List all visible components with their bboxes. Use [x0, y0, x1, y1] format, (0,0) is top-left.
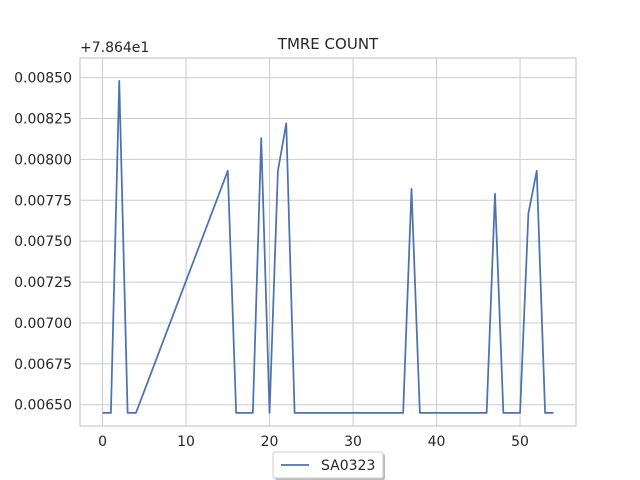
x-tick-label: 20 [261, 434, 279, 450]
y-tick-label: 0.00825 [14, 112, 72, 128]
x-tick-label: 30 [344, 434, 362, 450]
y-tick-label: 0.00850 [14, 71, 72, 87]
y-tick-label: 0.00650 [14, 398, 72, 414]
y-tick-label: 0.00700 [14, 316, 72, 332]
y-tick-label: 0.00725 [14, 275, 72, 291]
y-tick-label: 0.00675 [14, 357, 72, 373]
legend: SA0323 [272, 451, 385, 480]
legend-box [272, 451, 384, 479]
y-tick-label: 0.00800 [14, 152, 72, 168]
x-tick-label: 40 [428, 434, 446, 450]
plot-area: 0 10 20 30 40 50 0.00650 0.00675 0.00700 0.00725 0… [14, 57, 577, 450]
y-tick-label: 0.00750 [14, 234, 72, 250]
legend-label: SA0323 [321, 458, 375, 474]
x-tick-label: 0 [98, 434, 107, 450]
series-line [102, 80, 554, 414]
chart-title: TMRE COUNT [277, 35, 379, 53]
x-tick-label: 10 [177, 434, 195, 450]
x-tick-label: 50 [511, 434, 529, 450]
axes-frame [79, 57, 577, 427]
y-tick-label: 0.00775 [14, 193, 72, 209]
y-offset-label: +7.864e1 [80, 40, 149, 56]
